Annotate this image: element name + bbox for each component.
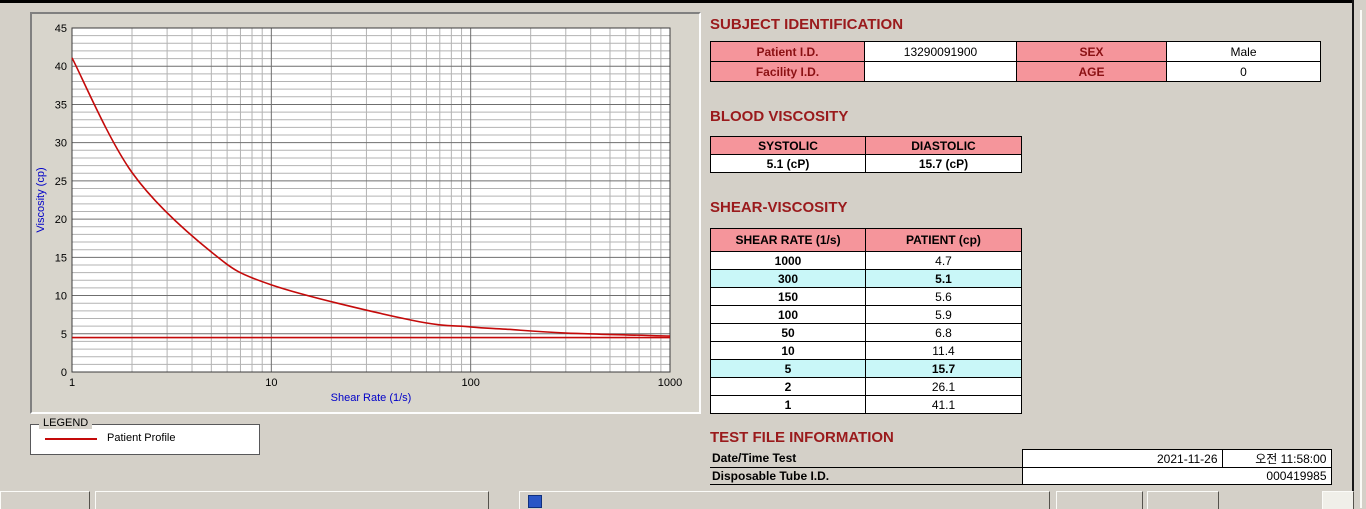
table-header-row: SHEAR RATE (1/s) PATIENT (cp) [710, 228, 1022, 252]
patient-cp-cell: 4.7 [865, 251, 1022, 270]
patient-cp-cell: 5.9 [865, 305, 1022, 324]
shear-rate-cell: 100 [710, 305, 866, 324]
sex-value: Male [1166, 41, 1321, 62]
diastolic-header: DIASTOLIC [865, 136, 1022, 155]
svg-text:5: 5 [61, 329, 67, 341]
window-frame-top [0, 0, 1353, 3]
table-row: Facility I.D. AGE 0 [710, 61, 1321, 82]
shear-row: 5 15.7 [710, 359, 1022, 378]
window-icon [528, 495, 542, 508]
svg-text:100: 100 [461, 377, 479, 389]
shear-rate-cell: 1 [710, 395, 866, 414]
shear-viscosity-table: SHEAR RATE (1/s) PATIENT (cp) 1000 4.7 300… [710, 228, 1022, 414]
svg-text:1000: 1000 [658, 377, 682, 389]
shear-row: 1 41.1 [710, 395, 1022, 414]
viscosity-chart: 0 5 10 15 20 25 30 35 40 45 1 10 100 1000 Shear Rate (… [35, 23, 682, 404]
legend-item-label: Patient Profile [107, 432, 176, 444]
window-frame-right-highlight [1360, 10, 1362, 508]
shear-rate-cell: 150 [710, 287, 866, 306]
date-time-test-label: Date/Time Test [710, 449, 1022, 468]
diastolic-value: 15.7 (cP) [865, 154, 1022, 173]
svg-text:25: 25 [55, 176, 67, 188]
shear-rate-cell: 10 [710, 341, 866, 360]
date-time-test-time: 오전 11:58:00 [1221, 449, 1332, 468]
patient-cp-cell: 6.8 [865, 323, 1022, 342]
patient-cp-cell: 15.7 [865, 359, 1022, 378]
background-window-fragment[interactable] [95, 491, 489, 509]
shear-viscosity-heading: SHEAR-VISCOSITY [710, 199, 848, 216]
svg-text:0: 0 [61, 367, 67, 379]
legend-box: LEGEND Patient Profile [30, 417, 260, 455]
svg-text:10: 10 [55, 291, 67, 303]
table-row: Patient I.D. 13290091900 SEX Male [710, 41, 1321, 62]
systolic-value: 5.1 (cP) [710, 154, 866, 173]
shear-rate-cell: 300 [710, 269, 866, 288]
svg-text:Shear Rate (1/s): Shear Rate (1/s) [331, 392, 412, 404]
table-row: Date/Time Test 2021-11-26 오전 11:58:00 [710, 449, 1332, 468]
table-row: Disposable Tube I.D. 000419985 [710, 467, 1332, 485]
patient-cp-cell: 11.4 [865, 341, 1022, 360]
svg-text:35: 35 [55, 99, 67, 111]
sex-label: SEX [1016, 41, 1167, 62]
shear-rate-cell: 1000 [710, 251, 866, 270]
age-value: 0 [1166, 61, 1321, 82]
test-file-information-table: Date/Time Test 2021-11-26 오전 11:58:00 Di… [710, 449, 1332, 485]
legend-line-sample [45, 438, 97, 440]
facility-id-value [864, 61, 1017, 82]
table-row: 5.1 (cP) 15.7 (cP) [710, 154, 1022, 173]
svg-text:30: 30 [55, 138, 67, 150]
patient-cp-cell: 5.6 [865, 287, 1022, 306]
background-window-fragment[interactable] [1056, 491, 1143, 509]
shear-row: 2 26.1 [710, 377, 1022, 396]
shear-rate-cell: 5 [710, 359, 866, 378]
test-file-information-heading: TEST FILE INFORMATION [710, 429, 894, 446]
shear-row: 50 6.8 [710, 323, 1022, 342]
shear-row: 1000 4.7 [710, 251, 1022, 270]
svg-text:1: 1 [69, 377, 75, 389]
table-header-row: SYSTOLIC DIASTOLIC [710, 136, 1022, 155]
shear-rate-cell: 50 [710, 323, 866, 342]
patient-cp-header: PATIENT (cp) [865, 228, 1022, 252]
shear-rate-header: SHEAR RATE (1/s) [710, 228, 866, 252]
facility-id-label: Facility I.D. [710, 61, 865, 82]
viscosity-chart-panel: 0 5 10 15 20 25 30 35 40 45 1 10 100 1000 Shear Rate (… [30, 12, 701, 414]
svg-text:45: 45 [55, 23, 67, 35]
svg-text:10: 10 [265, 377, 277, 389]
disposable-tube-id-value: 000419985 [1021, 467, 1332, 485]
window-frame-right [1352, 0, 1354, 508]
blood-viscosity-table: SYSTOLIC DIASTOLIC 5.1 (cP) 15.7 (cP) [710, 136, 1022, 173]
svg-text:40: 40 [55, 61, 67, 73]
subject-identification-table: Patient I.D. 13290091900 SEX Male Facili… [710, 41, 1321, 82]
patient-cp-cell: 41.1 [865, 395, 1022, 414]
shear-row: 10 11.4 [710, 341, 1022, 360]
legend-title: LEGEND [39, 417, 93, 429]
svg-text:15: 15 [55, 252, 67, 264]
background-window-fragment[interactable] [1322, 491, 1354, 509]
systolic-header: SYSTOLIC [710, 136, 866, 155]
svg-text:Viscosity (cp): Viscosity (cp) [35, 167, 47, 232]
patient-id-value: 13290091900 [864, 41, 1017, 62]
age-label: AGE [1016, 61, 1167, 82]
disposable-tube-id-label: Disposable Tube I.D. [710, 467, 1022, 485]
background-window-fragment[interactable] [0, 491, 90, 509]
shear-row: 150 5.6 [710, 287, 1022, 306]
blood-viscosity-heading: BLOOD VISCOSITY [710, 108, 849, 125]
shear-rate-cell: 2 [710, 377, 866, 396]
background-window-fragment[interactable] [519, 491, 1050, 509]
shear-row: 100 5.9 [710, 305, 1022, 324]
date-time-test-date: 2021-11-26 [1021, 449, 1223, 468]
subject-identification-heading: SUBJECT IDENTIFICATION [710, 16, 904, 33]
shear-row: 300 5.1 [710, 269, 1022, 288]
background-window-fragment[interactable] [1147, 491, 1219, 509]
patient-cp-cell: 5.1 [865, 269, 1022, 288]
svg-text:20: 20 [55, 214, 67, 226]
patient-id-label: Patient I.D. [710, 41, 865, 62]
patient-cp-cell: 26.1 [865, 377, 1022, 396]
